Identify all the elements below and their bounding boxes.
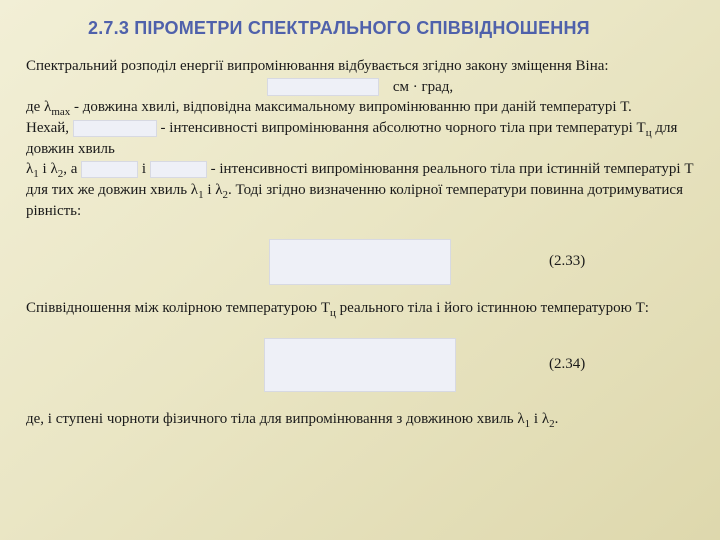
equation-number-234: (2.34) (549, 356, 599, 373)
equation-unit-label: см · град, (393, 79, 453, 96)
formula-image-wien (267, 78, 379, 96)
paragraph-relation: Співвідношення між колірною температурою… (26, 299, 694, 320)
paragraph-lambda-max: де λmax - довжина хвилі, відповідна макс… (26, 98, 694, 119)
text-fragment: і λ (204, 182, 223, 198)
paragraph-intro: Спектральний розподіл енергії випромінюв… (26, 57, 694, 76)
equation-block-234: (2.34) (26, 338, 694, 392)
text-fragment: і λ (530, 411, 549, 427)
equation-number-233: (2.33) (549, 253, 599, 270)
formula-image-e-el1 (81, 161, 138, 178)
text-fragment: - довжина хвилі, відповідна максимальном… (70, 99, 631, 115)
formula-image-234 (264, 338, 456, 392)
paragraph-lambdas: λ1 і λ2, а і - інтенсивності випромінюва… (26, 160, 694, 221)
section-title: 2.7.3 ПІРОМЕТРИ СПЕКТРАЛЬНОГО СПІВВІДНОШ… (88, 18, 694, 39)
text-fragment: де λ (26, 99, 51, 115)
text-fragment: Співвідношення між колірною температурою… (26, 300, 330, 316)
paragraph-final: де, і ступені чорноти фізичного тіла для… (26, 410, 694, 431)
text-fragment: де, і ступені чорноти фізичного тіла для… (26, 411, 525, 427)
slide-container: 2.7.3 ПІРОМЕТРИ СПЕКТРАЛЬНОГО СПІВВІДНОШ… (0, 0, 720, 540)
text-fragment: . (555, 411, 559, 427)
text-fragment: і (138, 161, 150, 177)
text-fragment: Нехай, (26, 120, 73, 136)
formula-image-233 (269, 239, 451, 285)
subscript-max: max (51, 106, 70, 118)
paragraph-let: Нехай, - інтенсивності випромінювання аб… (26, 119, 694, 159)
text-fragment: , а (63, 161, 81, 177)
equation-block-233: (2.33) (26, 239, 694, 285)
text-fragment: реального тіла і його істинною температу… (336, 300, 649, 316)
formula-image-e-el2 (150, 161, 207, 178)
equation-wien: см · град, (26, 78, 694, 96)
text-fragment: - інтенсивності випромінювання абсолютно… (157, 120, 646, 136)
text-fragment: і λ (39, 161, 58, 177)
formula-image-e0-left (73, 120, 157, 137)
